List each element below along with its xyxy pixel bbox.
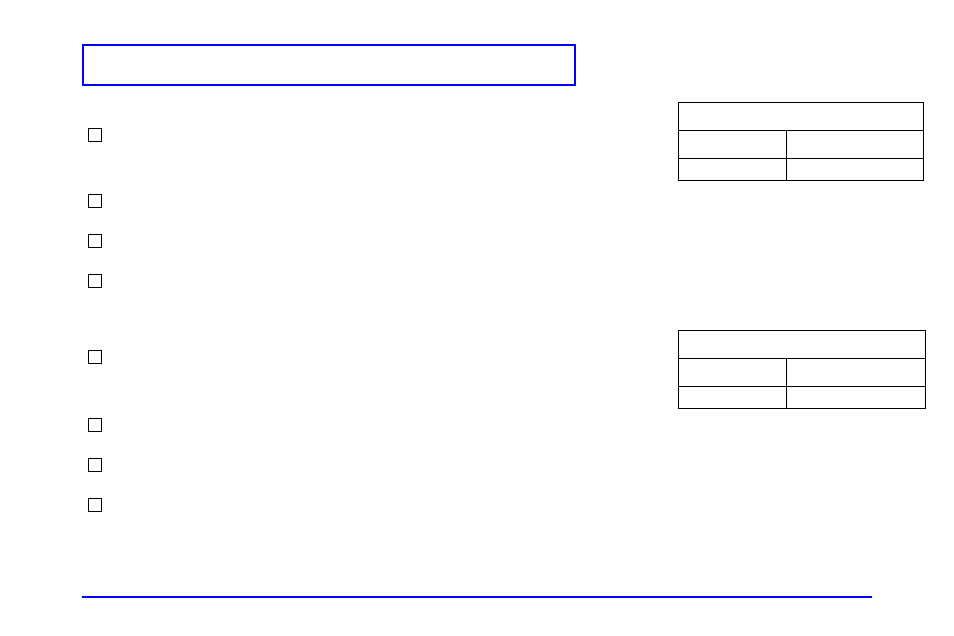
checkbox-4[interactable] xyxy=(88,274,102,288)
table-2-r2c1 xyxy=(679,387,787,409)
table-1-r2c1 xyxy=(679,159,787,181)
table-row xyxy=(679,159,924,181)
table-row xyxy=(679,331,926,359)
bottom-rule xyxy=(82,596,872,598)
table-row xyxy=(679,359,926,387)
table-2 xyxy=(678,330,926,409)
table-row xyxy=(679,387,926,409)
checkbox-5[interactable] xyxy=(88,350,102,364)
table-row xyxy=(679,131,924,159)
checkbox-7[interactable] xyxy=(88,458,102,472)
table-1-header xyxy=(679,103,924,131)
table-1-r1c2 xyxy=(786,131,923,159)
table-2-r1c1 xyxy=(679,359,787,387)
checkbox-6[interactable] xyxy=(88,418,102,432)
table-2-r1c2 xyxy=(786,359,925,387)
checkbox-8[interactable] xyxy=(88,498,102,512)
table-2-r2c2 xyxy=(786,387,925,409)
title-box xyxy=(82,44,576,86)
table-1 xyxy=(678,102,924,181)
checkbox-1[interactable] xyxy=(88,128,102,142)
table-1-r2c2 xyxy=(786,159,923,181)
table-2-header xyxy=(679,331,926,359)
table-1-r1c1 xyxy=(679,131,787,159)
checkbox-3[interactable] xyxy=(88,234,102,248)
checkbox-2[interactable] xyxy=(88,194,102,208)
table-row xyxy=(679,103,924,131)
